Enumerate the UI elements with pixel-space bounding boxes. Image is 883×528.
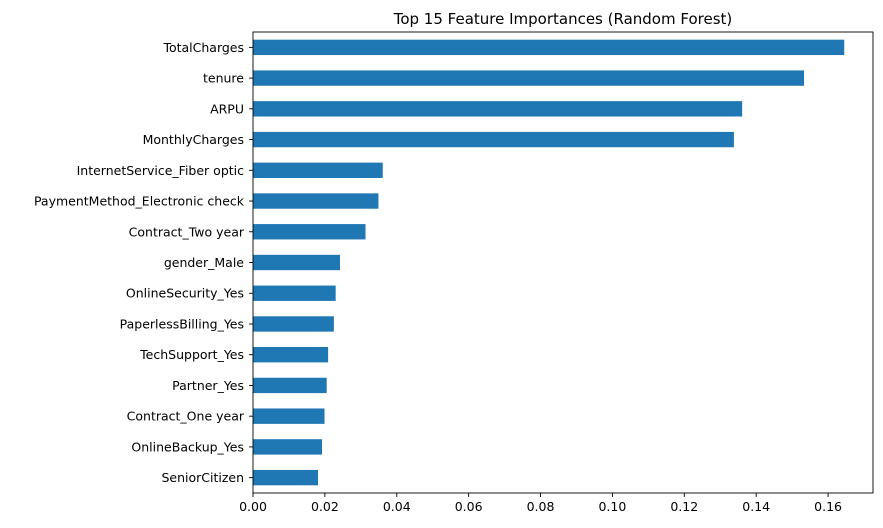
y-tick-label: PaymentMethod_Electronic check <box>34 194 245 209</box>
x-tick-label: 0.00 <box>239 499 267 514</box>
y-tick-label: TechSupport_Yes <box>139 347 244 362</box>
y-tick-label: MonthlyCharges <box>143 132 244 147</box>
y-tick-label: Contract_Two year <box>129 224 245 239</box>
x-tick-label: 0.06 <box>455 499 483 514</box>
chart-title: Top 15 Feature Importances (Random Fores… <box>393 10 733 28</box>
x-tick-label: 0.04 <box>383 499 411 514</box>
y-axis-ticks: TotalCharges tenure ARPU MonthlyCharges Inte… <box>34 40 253 485</box>
bar-internetservice-fiber-optic <box>253 162 383 178</box>
bar-seniorcitizen <box>253 469 319 486</box>
x-tick-label: 0.12 <box>670 499 698 514</box>
x-tick-label: 0.10 <box>598 499 626 514</box>
x-tick-label: 0.02 <box>311 499 339 514</box>
y-tick-label: Contract_One year <box>127 409 245 424</box>
y-tick-label: Partner_Yes <box>172 378 244 393</box>
bars-group <box>253 39 845 486</box>
bar-arpu <box>253 101 743 117</box>
x-axis-ticks: 0.00 0.02 0.04 0.06 0.08 0.10 0.12 0.14 0.16 <box>239 493 842 514</box>
y-tick-label: InternetService_Fiber optic <box>77 163 245 178</box>
y-tick-label: SeniorCitizen <box>161 470 244 485</box>
bar-paperlessbilling-yes <box>253 316 334 332</box>
y-tick-label: ARPU <box>210 101 244 116</box>
bar-monthlycharges <box>253 131 734 148</box>
axes-frame <box>252 31 874 494</box>
y-tick-label: gender_Male <box>164 255 244 270</box>
x-tick-label: 0.08 <box>527 499 555 514</box>
y-tick-label: PaperlessBilling_Yes <box>120 316 244 331</box>
bar-tenure <box>253 70 804 86</box>
bar-gender-male <box>253 254 340 271</box>
bar-onlinebackup-yes <box>253 439 323 455</box>
x-tick-label: 0.14 <box>742 499 770 514</box>
x-tick-label: 0.16 <box>814 499 842 514</box>
bar-totalcharges <box>253 39 845 56</box>
y-tick-label: OnlineSecurity_Yes <box>126 286 244 301</box>
bar-contract-two-year <box>253 224 366 240</box>
y-tick-label: tenure <box>203 71 244 86</box>
bar-techsupport-yes <box>253 347 329 363</box>
y-tick-label: TotalCharges <box>162 40 244 55</box>
bar-paymentmethod-electronic-check <box>253 193 379 209</box>
bar-onlinesecurity-yes <box>253 285 336 301</box>
bar-contract-one-year <box>253 408 325 424</box>
bar-partner-yes <box>253 377 327 394</box>
y-tick-label: OnlineBackup_Yes <box>131 439 244 454</box>
